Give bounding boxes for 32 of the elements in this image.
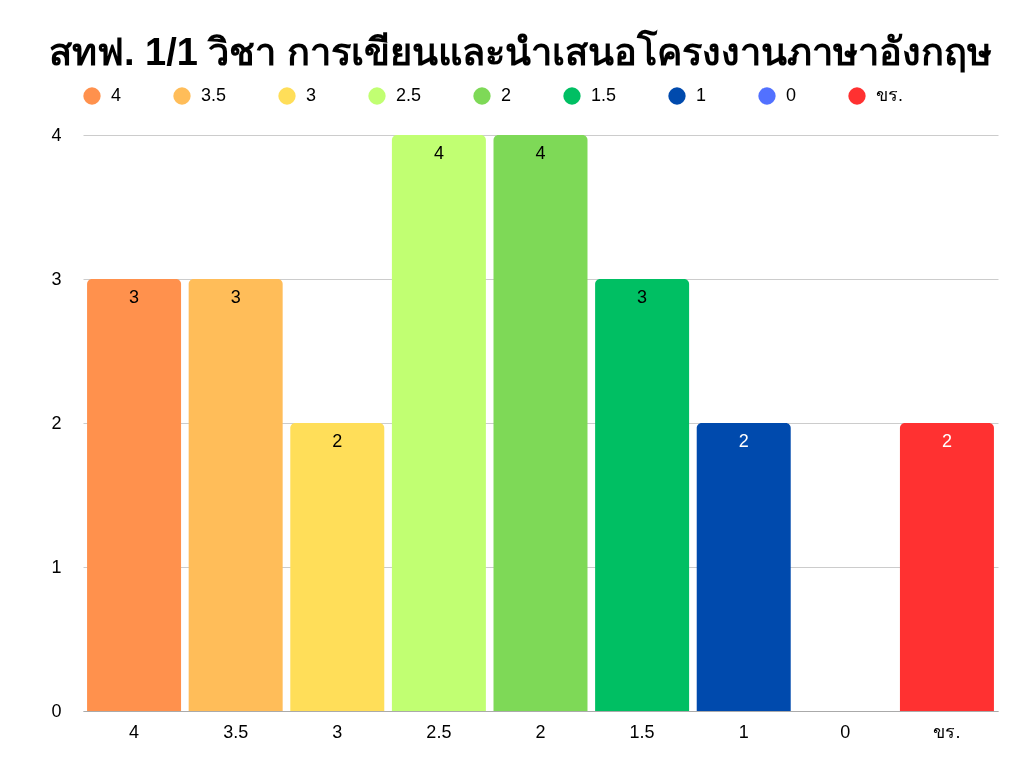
legend-label: 2.5 [396,85,422,105]
y-tick-label: 0 [51,700,62,721]
x-tick-label: 2.5 [426,721,452,742]
data-label: 4 [535,143,546,163]
data-label: 4 [433,143,444,163]
legend-label: 4 [111,85,122,105]
x-tick-label: 1.5 [629,721,655,742]
y-tick-label: 4 [51,124,62,145]
x-tick-label: 4 [129,721,140,742]
legend-label: 0 [786,85,797,105]
data-label: 3 [230,287,241,307]
x-tick-label: 1 [738,721,749,742]
data-label: 2 [941,431,952,451]
legend-label: 1.5 [591,85,617,105]
y-tick-label: 3 [51,268,62,289]
legend-label: 3.5 [201,85,227,105]
legend-label: 3 [306,85,317,105]
y-tick-label: 2 [51,412,62,433]
data-label: 3 [129,287,140,307]
legend-label: 2 [501,85,512,105]
x-tick-label: 2 [535,721,546,742]
x-tick-label: ขร. [933,721,961,742]
data-label: 2 [738,431,749,451]
data-label: 3 [637,287,648,307]
x-tick-label: 0 [840,721,851,742]
data-label: 2 [332,431,343,451]
x-tick-label: 3 [332,721,343,742]
legend-label: 1 [696,85,707,105]
y-tick-label: 1 [51,556,62,577]
chart-title: สทฟ. 1/1 วิชา การเขียนและนำเสนอโครงงานภาษาอังกฤษ [48,29,993,73]
legend-label: ขร. [876,85,904,105]
x-tick-label: 3.5 [223,721,249,742]
